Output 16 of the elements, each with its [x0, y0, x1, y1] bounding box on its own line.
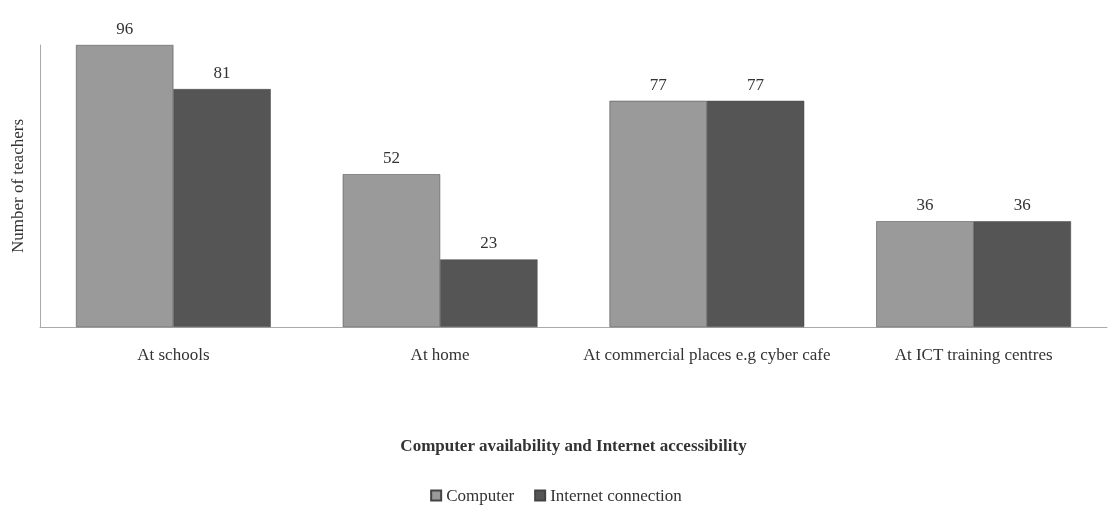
x-axis-title: Computer availability and Internet accessibility: [400, 436, 748, 455]
data-label: 36: [1013, 195, 1031, 215]
data-label: 81: [213, 63, 231, 83]
legend-label: Computer: [446, 486, 515, 505]
y-axis-title: Number of teachers: [8, 118, 27, 254]
data-label: 96: [116, 19, 134, 38]
data-label: 52: [382, 148, 400, 168]
data-label: 23: [480, 233, 498, 253]
x-tick-label: At home: [410, 344, 470, 364]
data-label: 77: [747, 74, 765, 94]
x-tick-label: At commercial places e.g cyber cafe: [583, 344, 831, 364]
x-tick-label: At schools: [137, 344, 210, 364]
data-label: 77: [649, 74, 668, 94]
data-label: 36: [916, 195, 934, 215]
x-tick-label: At ICT training centres: [894, 344, 1053, 364]
legend-label: Internet connection: [550, 486, 683, 505]
